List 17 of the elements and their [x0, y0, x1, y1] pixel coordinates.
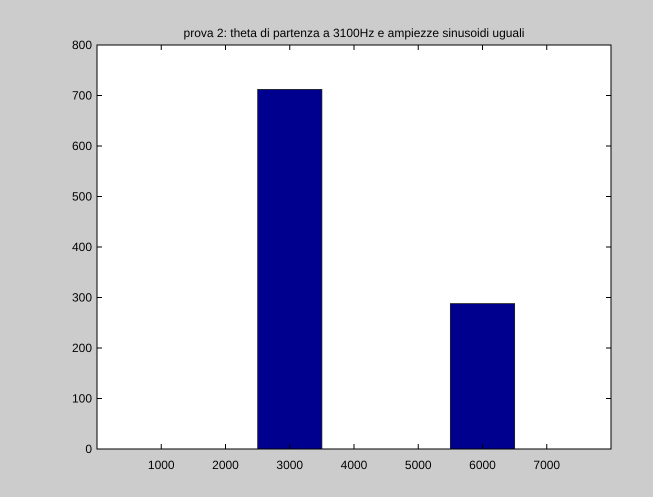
x-tick-label: 3000 [276, 458, 304, 472]
chart-title: prova 2: theta di partenza a 3100Hz e ampiezze sinusoidi uguali [184, 26, 524, 40]
x-tick-label: 4000 [340, 458, 368, 472]
y-tick-label: 400 [72, 240, 92, 254]
x-tick-label: 2000 [212, 458, 240, 472]
y-tick-label: 200 [72, 341, 92, 355]
y-tick-label: 300 [72, 290, 92, 304]
x-tick-label: 7000 [533, 458, 560, 472]
x-tick-label: 1000 [148, 458, 175, 472]
y-tick-label: 700 [72, 88, 92, 102]
y-tick-label: 0 [85, 442, 92, 456]
x-tick-label: 6000 [469, 458, 496, 472]
x-tick-label: 5000 [404, 458, 432, 472]
y-tick-label: 500 [72, 190, 92, 204]
y-tick-label: 100 [72, 392, 92, 406]
y-tick-label: 800 [72, 38, 92, 52]
y-tick-label: 600 [72, 139, 92, 153]
